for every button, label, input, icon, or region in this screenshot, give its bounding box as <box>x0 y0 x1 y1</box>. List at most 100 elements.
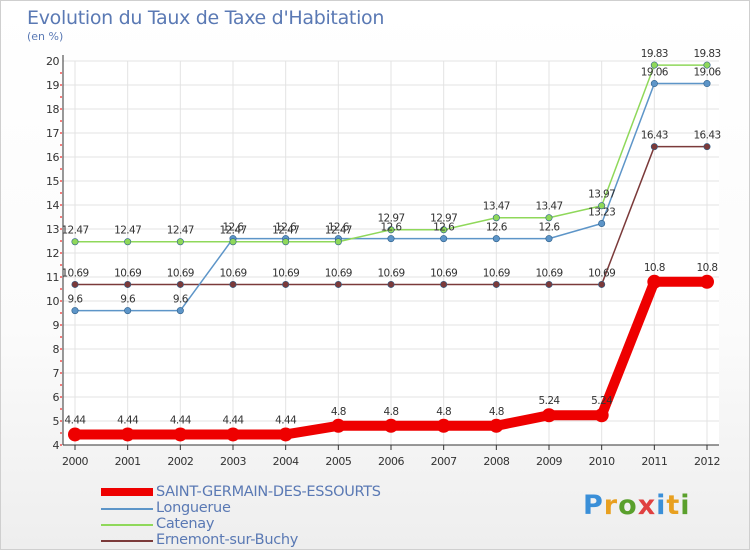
y-tick-label: 11 <box>46 271 59 284</box>
data-label: 10.69 <box>167 267 194 279</box>
x-tick-label: 2000 <box>62 455 88 468</box>
logo-letter: P <box>583 490 604 521</box>
y-tick-label: 7 <box>53 367 60 380</box>
data-label: 10.69 <box>430 267 457 279</box>
data-point <box>703 61 711 69</box>
data-label: 10.69 <box>377 267 404 279</box>
x-tick-label: 2004 <box>273 455 299 468</box>
x-tick-label: 2010 <box>589 455 615 468</box>
y-tick-label: 20 <box>46 55 59 68</box>
data-label: 12.6 <box>275 222 297 234</box>
data-point <box>700 274 714 289</box>
data-point <box>68 427 82 442</box>
logo-letter: o <box>618 490 638 521</box>
data-label: 12.6 <box>486 222 508 234</box>
data-label: 10.69 <box>61 267 88 279</box>
data-label: 12.6 <box>381 222 403 234</box>
data-point <box>440 280 448 288</box>
data-label: 12.47 <box>219 225 246 237</box>
data-point <box>334 238 342 246</box>
data-point <box>176 238 184 246</box>
x-tick-label: 2011 <box>641 455 667 468</box>
data-label: 19.83 <box>693 48 720 60</box>
proxiti-logo: Proxiti <box>583 490 691 521</box>
data-label: 4.44 <box>275 414 297 426</box>
logo-letter: t <box>666 490 681 521</box>
data-label: 4.8 <box>384 406 399 418</box>
y-tick-label: 19 <box>46 79 59 92</box>
y-tick-label: 12 <box>46 247 59 260</box>
y-tick-label: 18 <box>46 103 59 116</box>
data-label: 12.47 <box>167 225 194 237</box>
data-point <box>492 214 500 222</box>
data-point <box>282 238 290 246</box>
data-point <box>282 280 290 288</box>
x-tick-label: 2003 <box>220 455 246 468</box>
y-tick-label: 15 <box>46 175 59 188</box>
data-label: 19.06 <box>693 67 721 79</box>
data-label: 19.83 <box>641 48 668 60</box>
data-label: 10.69 <box>272 267 299 279</box>
y-tick-label: 6 <box>53 391 60 404</box>
data-label: 13.47 <box>483 201 510 213</box>
y-tick-label: 16 <box>46 151 59 164</box>
data-point <box>489 418 504 433</box>
legend-swatch <box>101 488 153 496</box>
legend-label: Ernemont-sur-Buchy <box>156 532 299 548</box>
chart-subtitle: (en %) <box>27 30 64 43</box>
data-point <box>71 238 79 246</box>
data-label: 4.44 <box>65 414 87 426</box>
data-label: 10.8 <box>697 262 718 274</box>
legend-label: Longuerue <box>156 500 231 516</box>
data-label: 12.6 <box>433 222 455 234</box>
data-label: 12.6 <box>328 222 350 234</box>
data-label: 12.47 <box>272 225 299 237</box>
data-point <box>545 280 553 288</box>
data-point <box>176 307 184 315</box>
data-point <box>331 418 346 433</box>
data-point <box>545 235 553 243</box>
data-label: 13.23 <box>588 206 615 218</box>
logo-letter: i <box>656 490 667 521</box>
legend-swatch <box>101 540 153 542</box>
y-tick-label: 10 <box>46 295 59 308</box>
data-label: 12.97 <box>377 213 404 225</box>
data-label: 4.44 <box>170 414 192 426</box>
data-label: 4.8 <box>436 406 451 418</box>
data-label: 12.47 <box>61 225 88 237</box>
legend-item-longuerue: Longuerue <box>101 500 431 517</box>
y-tick-label: 4 <box>53 439 60 452</box>
data-label: 19.06 <box>641 67 669 79</box>
data-point <box>440 235 448 243</box>
y-tick-label: 13 <box>46 223 59 236</box>
logo-letter: x <box>637 490 657 521</box>
data-label: 5.24 <box>591 395 613 407</box>
data-label: 4.8 <box>331 406 346 418</box>
legend-label: Catenay <box>156 516 215 532</box>
y-tick-label: 5 <box>53 415 60 428</box>
data-label: 5.24 <box>539 395 561 407</box>
data-label: 4.44 <box>223 414 245 426</box>
data-point <box>176 280 184 288</box>
data-point <box>387 280 395 288</box>
data-label: 12.6 <box>539 222 561 234</box>
logo-letter: r <box>603 490 619 521</box>
legend-label: SAINT-GERMAIN-DES-ESSOURTS <box>156 484 381 500</box>
x-tick-label: 2005 <box>325 455 351 468</box>
data-label: 10.8 <box>644 262 665 274</box>
data-point <box>173 427 188 442</box>
data-point <box>598 280 606 288</box>
logo-letter: i <box>680 490 691 521</box>
legend-item-catenay: Catenay <box>101 516 431 533</box>
data-label: 13.47 <box>535 201 562 213</box>
data-point <box>647 274 662 289</box>
data-point <box>492 235 500 243</box>
chart-title: Evolution du Taux de Taxe d'Habitation <box>27 7 385 29</box>
data-point <box>650 80 658 88</box>
data-point <box>598 202 606 210</box>
x-tick-label: 2009 <box>536 455 562 468</box>
chart-legend: SAINT-GERMAIN-DES-ESSOURTS Longuerue Cat… <box>101 484 431 549</box>
legend-item-saint-germain: SAINT-GERMAIN-DES-ESSOURTS <box>101 484 431 501</box>
data-point <box>703 80 711 88</box>
